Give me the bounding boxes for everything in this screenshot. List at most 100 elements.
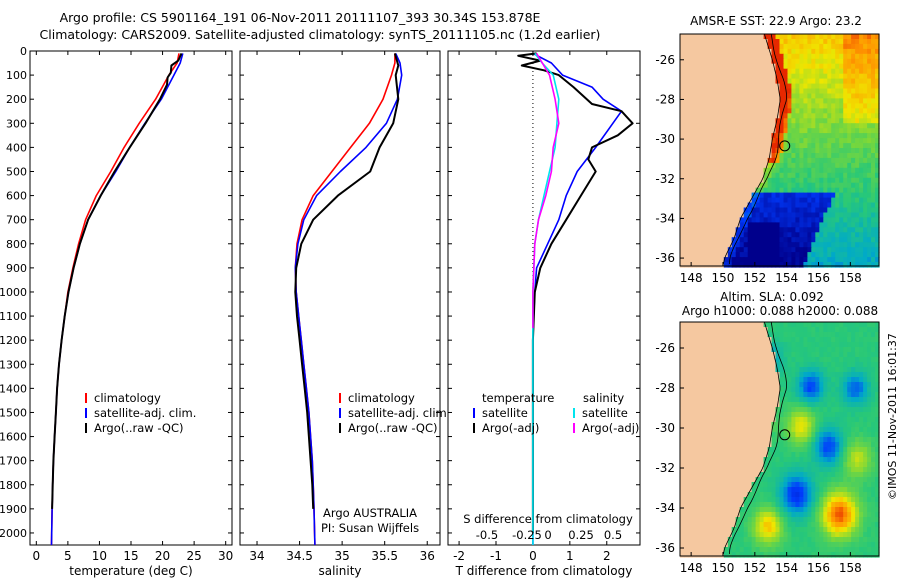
coastline — [723, 321, 781, 555]
x-tick-label: 20 — [155, 549, 170, 563]
series-argo-raw-qc- — [51, 52, 183, 509]
x-tick-label: 30 — [218, 549, 233, 563]
sla_map-panel: -26 -28 -30 -32 -34 -36 148 150 152 154 156 158 Alti… — [655, 290, 880, 575]
legend-label: Argo(-adj) — [482, 421, 539, 435]
y-tick-label: -36 — [655, 541, 675, 555]
y-tick-label: -32 — [655, 461, 675, 475]
y-tick-label: 700 — [6, 214, 27, 227]
x-tick-label: 156 — [807, 561, 830, 575]
y-tick-label: 1200 — [0, 334, 27, 347]
sla-field — [680, 322, 880, 558]
float-position-marker — [779, 140, 791, 152]
y-tick-label: 600 — [6, 190, 27, 203]
y-tick-label: 2000 — [0, 527, 27, 540]
x-tick-label: 2 — [603, 549, 611, 563]
y-tick-label: -26 — [655, 53, 675, 67]
y-tick-label: -36 — [655, 251, 675, 265]
y-tick-label: 1800 — [0, 479, 27, 492]
x-tick-label: 158 — [839, 271, 862, 285]
sla_map-frame — [679, 321, 880, 557]
difference-axes-frame — [447, 50, 641, 546]
x-tick-label: 25 — [186, 549, 201, 563]
legend-label: climatology — [94, 391, 161, 405]
y-tick-label: 800 — [6, 238, 27, 251]
series-argo-raw-qc- — [294, 53, 400, 509]
y-tick-label: 100 — [6, 69, 27, 82]
y-tick-label: 900 — [6, 262, 27, 275]
x-tick-label: 148 — [680, 561, 703, 575]
x-axis-label: T difference from climatology — [455, 564, 633, 578]
x-tick-label: 5 — [64, 549, 72, 563]
y-tick-label: 1600 — [0, 431, 27, 444]
isobath-contour — [729, 33, 788, 265]
chart-title-line1: Argo profile: CS 5901164_191 06-Nov-2011… — [59, 10, 541, 25]
sst_map-panel: -26 -28 -30 -32 -34 -36 148 150 152 154 156 158 AMSR… — [655, 14, 880, 285]
x-tick-label: 0 — [529, 549, 537, 563]
s-tick-label: 0.25 — [568, 528, 594, 542]
y-tick-label: 1400 — [0, 382, 27, 395]
argo-australia-label: Argo AUSTRALIA — [323, 506, 417, 520]
y-tick-label: 300 — [6, 117, 27, 130]
y-tick-label: 1300 — [0, 358, 27, 371]
legend-label: Argo(-adj) — [582, 421, 639, 435]
legend-label: satellite — [582, 406, 628, 420]
coastline — [723, 33, 781, 265]
x-tick-label: 1 — [566, 549, 574, 563]
x-tick-label: 36 — [420, 549, 435, 563]
y-tick-label: 200 — [6, 93, 27, 106]
series-temperature-argo-adj- — [517, 52, 634, 533]
y-tick-label: 1000 — [0, 286, 27, 299]
x-axis-label: temperature (deg C) — [69, 564, 192, 578]
x-tick-label: 35 — [334, 549, 349, 563]
y-tick-label: 0 — [20, 45, 27, 58]
x-tick-label: 10 — [92, 549, 107, 563]
legend-heading-salinity: salinity — [583, 391, 624, 405]
s-tick-label: 0 — [544, 528, 551, 542]
x-tick-label: 152 — [743, 271, 766, 285]
y-tick-label: 1500 — [0, 406, 27, 419]
x-tick-label: 148 — [680, 271, 703, 285]
y-tick-label: 1700 — [0, 455, 27, 468]
s-tick-label: 0.5 — [604, 528, 622, 542]
x-tick-label: 154 — [775, 561, 798, 575]
chart-title-line2: Climatology: CARS2009. Satellite-adjuste… — [39, 27, 601, 42]
series-salinity-satellite — [532, 52, 560, 545]
temperature-axes-frame — [29, 50, 233, 546]
y-tick-label: -30 — [655, 132, 675, 146]
y-tick-label: 400 — [6, 141, 27, 154]
s-tick-label: -0.25 — [512, 528, 542, 542]
y-tick-label: 1900 — [0, 503, 27, 516]
legend-heading-temperature: temperature — [482, 391, 554, 405]
sla-map-title-line1: Altim. SLA: 0.092 — [720, 290, 824, 304]
x-axis-label: salinity — [318, 564, 361, 578]
x-tick-label: 158 — [839, 561, 862, 575]
x-tick-label: 34 — [249, 549, 264, 563]
x-axis-label-top: S difference from climatology — [463, 512, 633, 526]
float-position-marker — [779, 429, 791, 441]
legend-label: satellite — [482, 406, 528, 420]
difference-panel: -2 -1 0 1 2T difference from climatology temp… — [447, 50, 641, 578]
imos-timestamp: ©IMOS 11-Nov-2011 16:01:37 — [886, 333, 899, 500]
sst-field — [680, 34, 880, 268]
y-tick-label: -32 — [655, 172, 675, 186]
sst-map-title: AMSR-E SST: 22.9 Argo: 23.2 — [690, 14, 862, 28]
x-tick-label: 34.5 — [286, 549, 313, 563]
y-tick-label: -30 — [655, 421, 675, 435]
salinity-panel: 34 34.5 35 35.5 36 salinity climatologysatelli… — [239, 50, 450, 578]
x-tick-label: 150 — [712, 561, 735, 575]
x-tick-label: -1 — [490, 549, 502, 563]
salinity-axes-frame — [239, 50, 441, 546]
x-tick-label: 15 — [123, 549, 138, 563]
y-tick-label: -34 — [655, 211, 675, 225]
x-tick-label: 156 — [807, 271, 830, 285]
sst_map-frame — [679, 33, 880, 267]
y-tick-label: -28 — [655, 92, 675, 106]
legend-label: Argo(..raw -QC) — [348, 421, 438, 435]
isobath-contour — [729, 321, 788, 555]
y-tick-label: -26 — [655, 341, 675, 355]
series-salinity-argo-adj- — [532, 52, 560, 329]
legend-label: climatology — [348, 391, 415, 405]
y-tick-label: 500 — [6, 165, 27, 178]
x-tick-label: 152 — [743, 561, 766, 575]
legend-label: satellite-adj. clim. — [348, 406, 450, 420]
